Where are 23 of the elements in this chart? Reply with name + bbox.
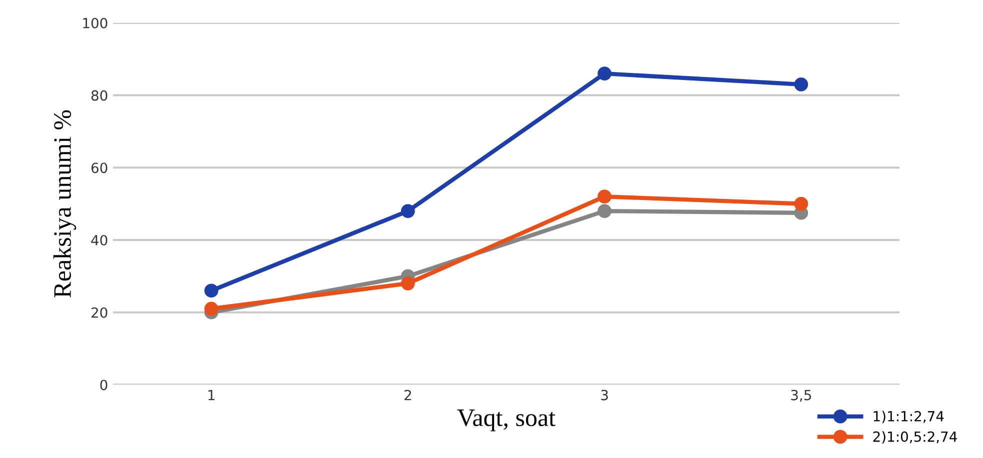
y-tick-label: 60: [91, 162, 108, 174]
y-tick-label: 80: [91, 90, 108, 101]
legend-label: 2)1:0,5:2,74: [873, 431, 957, 444]
point: [794, 77, 808, 92]
point: [204, 302, 218, 316]
x-axis-title: Vaqt, soat: [457, 410, 556, 432]
point: [204, 284, 218, 298]
y-axis-title: Reaksiya unumi %: [53, 110, 76, 298]
legend-label: 1)1:1:2,74: [874, 410, 944, 424]
y-tick-label: 0: [100, 380, 108, 390]
point: [598, 190, 612, 204]
point: [401, 276, 415, 290]
point: [598, 204, 612, 218]
x-tick-label: 2: [404, 390, 411, 400]
x-tick-label: 3,5: [791, 390, 811, 402]
point: [401, 204, 415, 218]
y-tick-label: 100: [83, 18, 108, 28]
y-tick-label: 20: [92, 307, 108, 318]
y-tick-label: 40: [91, 234, 108, 246]
x-tick-label: 1: [208, 390, 214, 400]
x-tick-label: 3: [601, 390, 608, 400]
point: [598, 66, 612, 80]
point: [794, 196, 808, 211]
